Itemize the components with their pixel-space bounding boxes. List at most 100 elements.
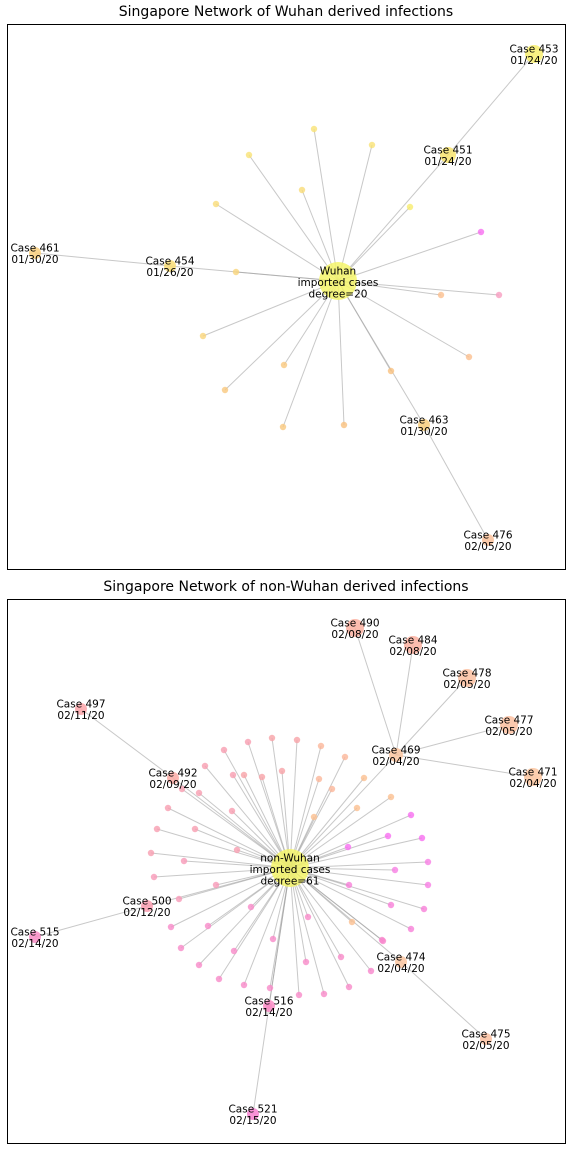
leaf-node <box>281 362 287 368</box>
edge <box>338 281 424 425</box>
label-line: degree=61 <box>261 876 320 888</box>
label-case-516: Case 516 02/14/20 <box>244 995 293 1019</box>
leaf-node <box>269 735 275 741</box>
leaf-node <box>466 354 472 360</box>
label-case-515: Case 515 02/14/20 <box>10 926 59 950</box>
label-line: 02/14/20 <box>245 1007 292 1019</box>
label-line: Case 461 <box>10 242 59 254</box>
leaf-node <box>496 292 502 298</box>
label-line: Wuhan <box>320 266 356 278</box>
edges-layer <box>35 54 534 1114</box>
label-line: 02/05/20 <box>464 541 511 553</box>
label-line: 02/05/20 <box>462 1040 509 1052</box>
label-case-478: Case 478 02/05/20 <box>442 667 491 691</box>
label-line: Case 471 <box>508 766 557 778</box>
label-center-wuhan: Wuhan imported cases degree=20 <box>298 266 379 301</box>
label-line: Case 521 <box>228 1103 277 1115</box>
edge <box>424 425 488 540</box>
leaf-node <box>419 835 425 841</box>
label-line: 02/09/20 <box>149 779 196 791</box>
label-case-476: Case 476 02/05/20 <box>463 529 512 553</box>
leaf-node <box>168 924 174 930</box>
label-line: 02/15/20 <box>229 1115 276 1127</box>
label-line: Case 477 <box>484 714 533 726</box>
edge <box>396 645 413 755</box>
leaf-node <box>270 936 276 942</box>
leaf-node <box>294 737 300 743</box>
leaf-node <box>234 847 240 853</box>
leaf-node <box>296 992 302 998</box>
leaf-node <box>408 926 414 932</box>
edge <box>448 54 534 155</box>
label-case-461: Case 461 01/30/20 <box>10 242 59 266</box>
label-case-475: Case 475 02/05/20 <box>461 1028 510 1052</box>
leaf-node <box>222 387 228 393</box>
leaf-node <box>245 739 251 745</box>
leaf-node <box>248 904 254 910</box>
leaf-node <box>407 204 413 210</box>
leaf-node <box>338 954 344 960</box>
label-line: 02/05/20 <box>485 726 532 738</box>
label-case-474: Case 474 02/04/20 <box>376 951 425 975</box>
label-line: 02/04/20 <box>372 756 419 768</box>
leaf-node <box>311 814 317 820</box>
label-case-490: Case 490 02/08/20 <box>330 617 379 641</box>
leaf-node <box>346 882 352 888</box>
leaf-node <box>349 919 355 925</box>
edge <box>249 155 338 281</box>
leaf-node <box>267 985 273 991</box>
label-line: Case 453 <box>509 43 558 55</box>
leaf-node <box>176 896 182 902</box>
leaf-node <box>205 923 211 929</box>
leaf-node <box>196 790 202 796</box>
leaf-node <box>200 333 206 339</box>
label-line: Case 475 <box>461 1028 510 1040</box>
label-line: Case 454 <box>145 255 194 267</box>
label-case-471: Case 471 02/04/20 <box>508 766 557 790</box>
leaf-node <box>305 914 311 920</box>
label-center-non-wuhan: non-Wuhan imported cases degree=61 <box>250 853 331 888</box>
leaf-node <box>221 747 227 753</box>
label-case-454: Case 454 01/26/20 <box>145 255 194 279</box>
nodes-layer <box>29 45 543 1120</box>
leaf-node <box>148 850 154 856</box>
label-line: Case 515 <box>10 926 59 938</box>
leaf-node <box>246 152 252 158</box>
leaf-node <box>345 844 351 850</box>
edge <box>253 1006 269 1114</box>
leaf-node <box>329 786 335 792</box>
leaf-node <box>241 982 247 988</box>
label-case-500: Case 500 02/12/20 <box>122 895 171 919</box>
edge <box>314 129 338 281</box>
leaf-node <box>421 906 427 912</box>
leaf-node <box>318 743 324 749</box>
leaf-node <box>231 948 237 954</box>
label-case-492: Case 492 02/09/20 <box>148 767 197 791</box>
label-case-497: Case 497 02/11/20 <box>56 698 105 722</box>
leaf-node <box>321 991 327 997</box>
edge <box>272 738 290 868</box>
leaf-node <box>279 768 285 774</box>
label-line: imported cases <box>250 864 331 876</box>
label-line: 02/05/20 <box>443 679 490 691</box>
leaf-node <box>202 763 208 769</box>
label-line: Case 500 <box>122 895 171 907</box>
label-case-484: Case 484 02/08/20 <box>388 634 437 658</box>
leaf-node <box>230 772 236 778</box>
leaf-node <box>233 269 239 275</box>
label-line: non-Wuhan <box>260 853 320 865</box>
label-line: 01/24/20 <box>510 55 557 67</box>
label-case-453: Case 453 01/24/20 <box>509 43 558 67</box>
label-line: 02/14/20 <box>11 938 58 950</box>
leaf-node <box>178 945 184 951</box>
leaf-node <box>280 424 286 430</box>
label-line: 01/24/20 <box>424 156 471 168</box>
leaf-node <box>181 858 187 864</box>
label-line: 02/11/20 <box>57 710 104 722</box>
leaf-node <box>346 984 352 990</box>
label-line: Case 492 <box>148 767 197 779</box>
leaf-node <box>316 776 322 782</box>
leaf-node <box>478 229 484 235</box>
label-line: 02/08/20 <box>389 646 436 658</box>
label-case-463: Case 463 01/30/20 <box>399 414 448 438</box>
